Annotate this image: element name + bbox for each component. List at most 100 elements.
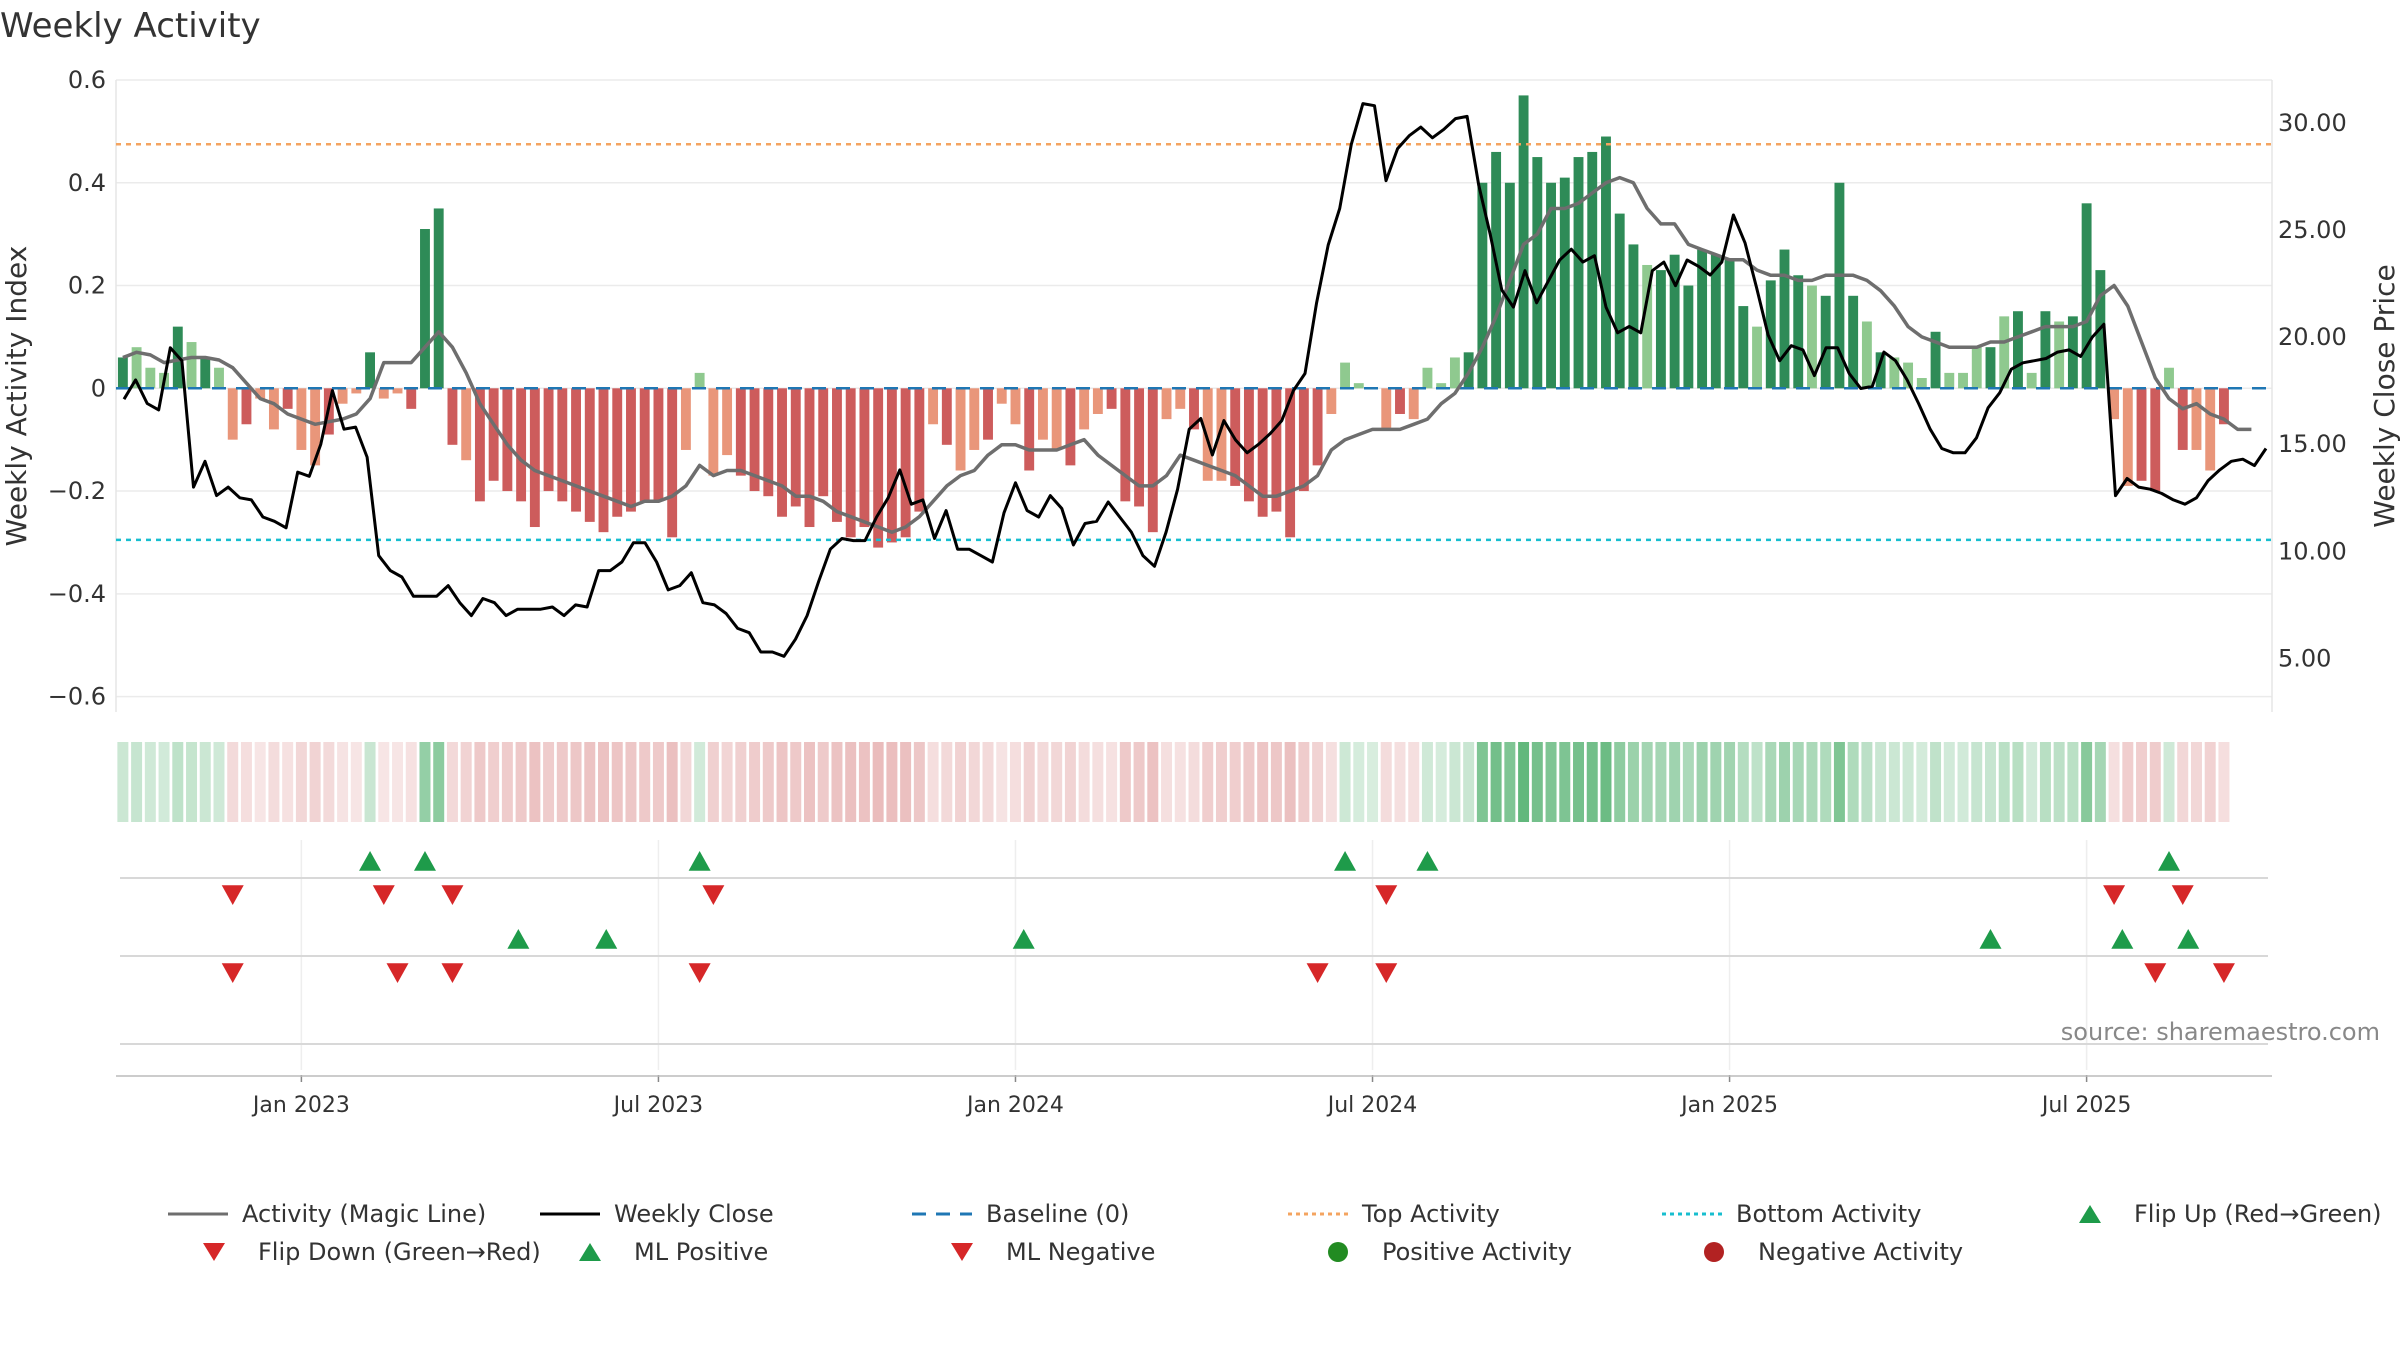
activity-bar xyxy=(1477,182,1488,389)
activity-bar xyxy=(1381,388,1392,430)
activity-bar xyxy=(1353,383,1364,389)
activity-bar xyxy=(1395,388,1405,414)
legend-swatch xyxy=(1288,1212,1348,1216)
heat-cell xyxy=(501,742,513,822)
heat-cell xyxy=(1765,742,1777,822)
activity-bar xyxy=(1147,388,1158,533)
heat-cell xyxy=(1257,742,1269,822)
ml-positive-marker xyxy=(1012,929,1035,949)
activity-bar xyxy=(955,388,966,471)
heat-cell xyxy=(817,742,829,822)
heat-cell xyxy=(2094,742,2106,822)
heat-cell xyxy=(1902,742,1914,822)
heat-cell xyxy=(1312,742,1324,822)
activity-bar xyxy=(474,388,485,502)
heat-cell xyxy=(1957,742,1969,822)
heat-cell xyxy=(158,742,170,822)
activity-bar xyxy=(2054,321,2065,389)
activity-bar xyxy=(433,208,444,389)
legend-label: ML Positive xyxy=(634,1238,769,1266)
flip-up-marker xyxy=(413,851,436,871)
heat-cell xyxy=(268,742,280,822)
heat-cell xyxy=(1339,742,1351,822)
activity-bar xyxy=(1491,151,1502,389)
heat-cell xyxy=(1916,742,1928,822)
heat-cell xyxy=(172,742,184,822)
activity-bar xyxy=(1697,249,1708,389)
activity-bar xyxy=(2109,388,2120,420)
activity-bar xyxy=(1436,383,1447,389)
ml-negative-marker xyxy=(688,963,711,983)
activity-bar xyxy=(2081,203,2092,389)
legend-item: Activity (Magic Line) xyxy=(168,1200,486,1228)
activity-bar xyxy=(777,388,787,517)
activity-bar xyxy=(1106,388,1117,409)
activity-bar xyxy=(2136,388,2147,481)
heat-cell xyxy=(1270,742,1282,822)
heat-cell xyxy=(1573,742,1585,822)
activity-bar xyxy=(214,367,224,389)
ml-positive-marker xyxy=(595,929,618,949)
heat-cell xyxy=(1325,742,1337,822)
activity-bar xyxy=(1065,388,1076,466)
activity-bar xyxy=(639,388,650,502)
activity-bar xyxy=(1875,352,1886,389)
activity-bar xyxy=(1202,388,1213,481)
activity-bar xyxy=(1326,388,1337,414)
heat-cell xyxy=(1806,742,1818,822)
heat-cell xyxy=(1655,742,1667,822)
heat-cell xyxy=(1243,742,1255,822)
activity-bar xyxy=(1092,388,1103,414)
heat-cell xyxy=(584,742,596,822)
heat-cell xyxy=(1037,742,1049,822)
heat-cell xyxy=(227,742,239,822)
y2-axis-label: Weekly Close Price xyxy=(2368,264,2400,527)
heat-cell xyxy=(405,742,417,822)
heat-cell xyxy=(1380,742,1392,822)
heat-cell xyxy=(1614,742,1626,822)
activity-bar xyxy=(1449,357,1460,389)
activity-bar xyxy=(1587,151,1598,389)
heat-cell xyxy=(955,742,967,822)
activity-bar xyxy=(1518,95,1529,389)
activity-bar xyxy=(2218,388,2229,425)
activity-bar xyxy=(790,388,801,507)
heat-cell xyxy=(1064,742,1076,822)
activity-bar xyxy=(1532,157,1543,389)
heat-cell xyxy=(762,742,774,822)
heat-cell xyxy=(378,742,390,822)
heat-cell xyxy=(721,742,733,822)
heat-cell xyxy=(131,742,143,822)
heat-cell xyxy=(680,742,692,822)
activity-bar xyxy=(1079,388,1090,430)
heat-cell xyxy=(1586,742,1598,822)
heat-cell xyxy=(858,742,870,822)
activity-bar xyxy=(722,388,733,456)
flip-down-marker xyxy=(221,885,244,905)
activity-bar xyxy=(516,388,527,502)
heat-cell xyxy=(1408,742,1420,822)
activity-bar xyxy=(1312,388,1323,466)
activity-bar xyxy=(1504,182,1515,389)
legend-label: Positive Activity xyxy=(1382,1238,1572,1266)
ml-negative-marker xyxy=(386,963,409,983)
activity-bar xyxy=(1834,182,1845,389)
legend-swatch xyxy=(951,1243,973,1261)
heat-cell xyxy=(776,742,788,822)
heat-cell xyxy=(1490,742,1502,822)
activity-bar xyxy=(1779,249,1790,389)
activity-bar xyxy=(1944,372,1955,389)
heat-cell xyxy=(323,742,335,822)
heat-cell xyxy=(2177,742,2189,822)
heat-cell xyxy=(1504,742,1516,822)
heat-cell xyxy=(1449,742,1461,822)
activity-bar xyxy=(1669,254,1680,389)
activity-bar xyxy=(626,388,636,512)
legend-item: Positive Activity xyxy=(1308,1238,1572,1266)
heat-cell xyxy=(2204,742,2216,822)
flip-up-marker xyxy=(2158,851,2181,871)
ml-negative-marker xyxy=(2212,963,2235,983)
weekly-close-line xyxy=(122,102,2268,658)
heat-cell xyxy=(1930,742,1942,822)
